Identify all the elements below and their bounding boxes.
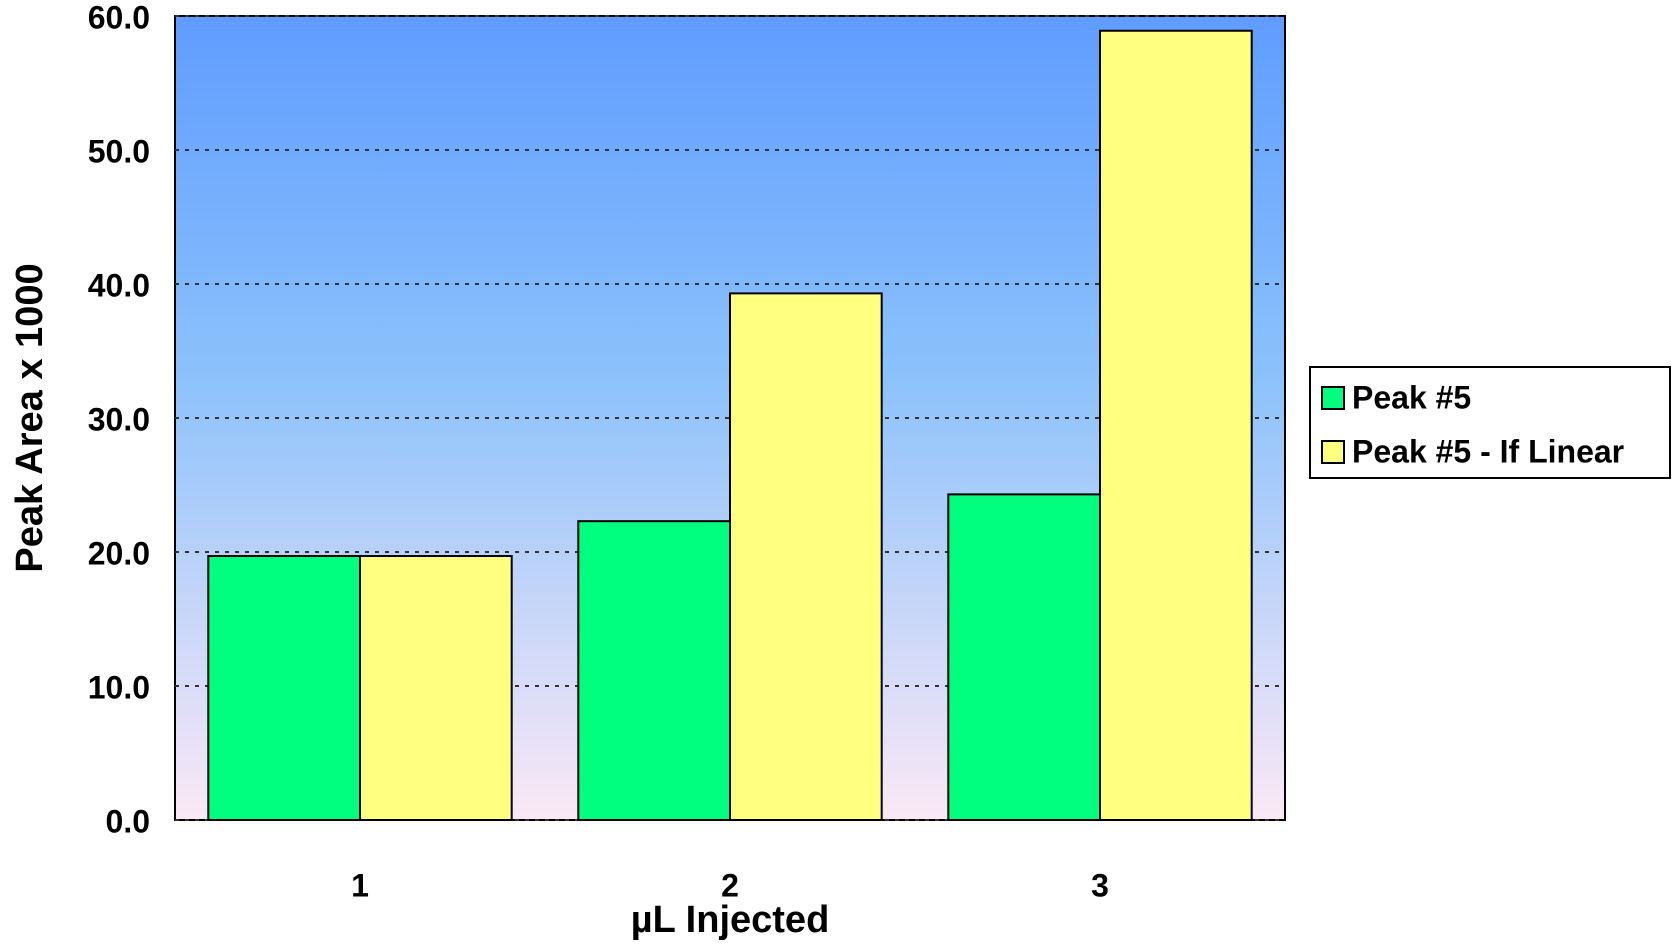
bar: [577, 520, 731, 821]
legend-swatch: [1321, 440, 1345, 464]
x-tick-label: 3: [1091, 867, 1109, 903]
bar: [1099, 29, 1253, 822]
legend-box: [1309, 366, 1671, 479]
y-axis-title: Peak Area x 1000: [9, 263, 51, 572]
bar: [359, 555, 513, 822]
x-tick-label: 1: [351, 867, 369, 903]
y-tick-label: 50.0: [88, 133, 150, 169]
y-tick-label: 10.0: [88, 669, 150, 705]
bar: [207, 555, 361, 822]
legend-label: Peak #5 - If Linear: [1352, 433, 1624, 469]
x-tick-label: 2: [721, 867, 739, 903]
legend-swatch: [1321, 386, 1345, 410]
y-tick-label: 60.0: [88, 0, 150, 35]
y-tick-label: 40.0: [88, 267, 150, 303]
legend-label: Peak #5: [1352, 379, 1471, 415]
y-tick-label: 30.0: [88, 401, 150, 437]
x-axis-title: µL Injected: [631, 899, 830, 941]
bar: [947, 493, 1101, 821]
bar: [729, 292, 883, 821]
y-tick-label: 0.0: [106, 803, 150, 839]
y-tick-label: 20.0: [88, 535, 150, 571]
